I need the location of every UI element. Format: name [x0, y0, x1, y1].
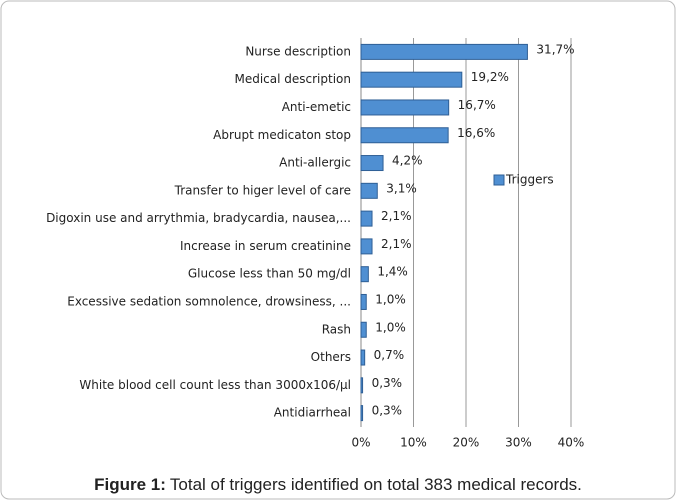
legend-label: Triggers	[505, 173, 554, 187]
y-tick-label: Anti-allergic	[279, 156, 351, 170]
legend-swatch	[493, 174, 505, 186]
value-label: 16,7%	[458, 98, 496, 112]
bar	[360, 155, 384, 172]
y-tick-label: Excessive sedation somnolence, drowsines…	[67, 294, 351, 308]
bar	[360, 321, 367, 338]
value-label: 1,0%	[375, 292, 406, 306]
value-label: 2,1%	[381, 209, 412, 223]
value-label: 31,7%	[536, 42, 574, 56]
bar	[360, 238, 373, 255]
x-tick-label: 0%	[351, 436, 370, 450]
y-tick-label: Others	[311, 350, 351, 364]
y-tick-label: Transfer to higer level of care	[174, 183, 351, 197]
y-tick-label: Glucose less than 50 mg/dl	[188, 267, 351, 281]
caption-label: Figure 1:	[94, 475, 166, 494]
bar	[360, 71, 463, 88]
bar	[360, 349, 366, 366]
y-tick-label: Medical description	[234, 72, 351, 86]
x-tick-label: 10%	[400, 436, 427, 450]
y-tick-label: Digoxin use and arrythmia, bradycardia, …	[46, 211, 351, 225]
y-tick-label: Anti-emetic	[282, 100, 351, 114]
value-label: 2,1%	[381, 237, 412, 251]
value-label: 19,2%	[471, 70, 509, 84]
caption: Figure 1: Total of triggers identified on…	[94, 475, 582, 494]
bar	[360, 127, 449, 144]
value-label: 0,3%	[372, 376, 403, 390]
y-tick-label: White blood cell count less than 3000x10…	[79, 378, 351, 392]
value-label: 0,7%	[374, 348, 405, 362]
value-label: 0,3%	[372, 404, 403, 418]
value-label: 4,2%	[392, 154, 423, 168]
y-tick-label: Antidiarrheal	[274, 406, 351, 420]
bar	[360, 43, 528, 60]
bar	[360, 377, 364, 394]
caption-text: Total of triggers identified on total 38…	[170, 475, 582, 494]
y-tick-label: Increase in serum creatinine	[180, 239, 351, 253]
bar	[360, 266, 369, 283]
y-tick-label: Rash	[322, 322, 351, 336]
value-label: 1,0%	[375, 320, 406, 334]
bar	[360, 293, 367, 310]
x-tick-label: 20%	[453, 436, 480, 450]
y-tick-label: Nurse description	[245, 44, 351, 58]
bar	[360, 182, 378, 199]
value-label: 3,1%	[386, 181, 417, 195]
value-label: 16,6%	[457, 126, 495, 140]
bar	[360, 99, 450, 116]
x-tick-label: 30%	[505, 436, 532, 450]
bar	[360, 405, 364, 422]
bar	[360, 210, 373, 227]
value-label: 1,4%	[377, 265, 408, 279]
x-tick-label: 40%	[558, 436, 585, 450]
y-tick-label: Abrupt medicaton stop	[213, 128, 351, 142]
